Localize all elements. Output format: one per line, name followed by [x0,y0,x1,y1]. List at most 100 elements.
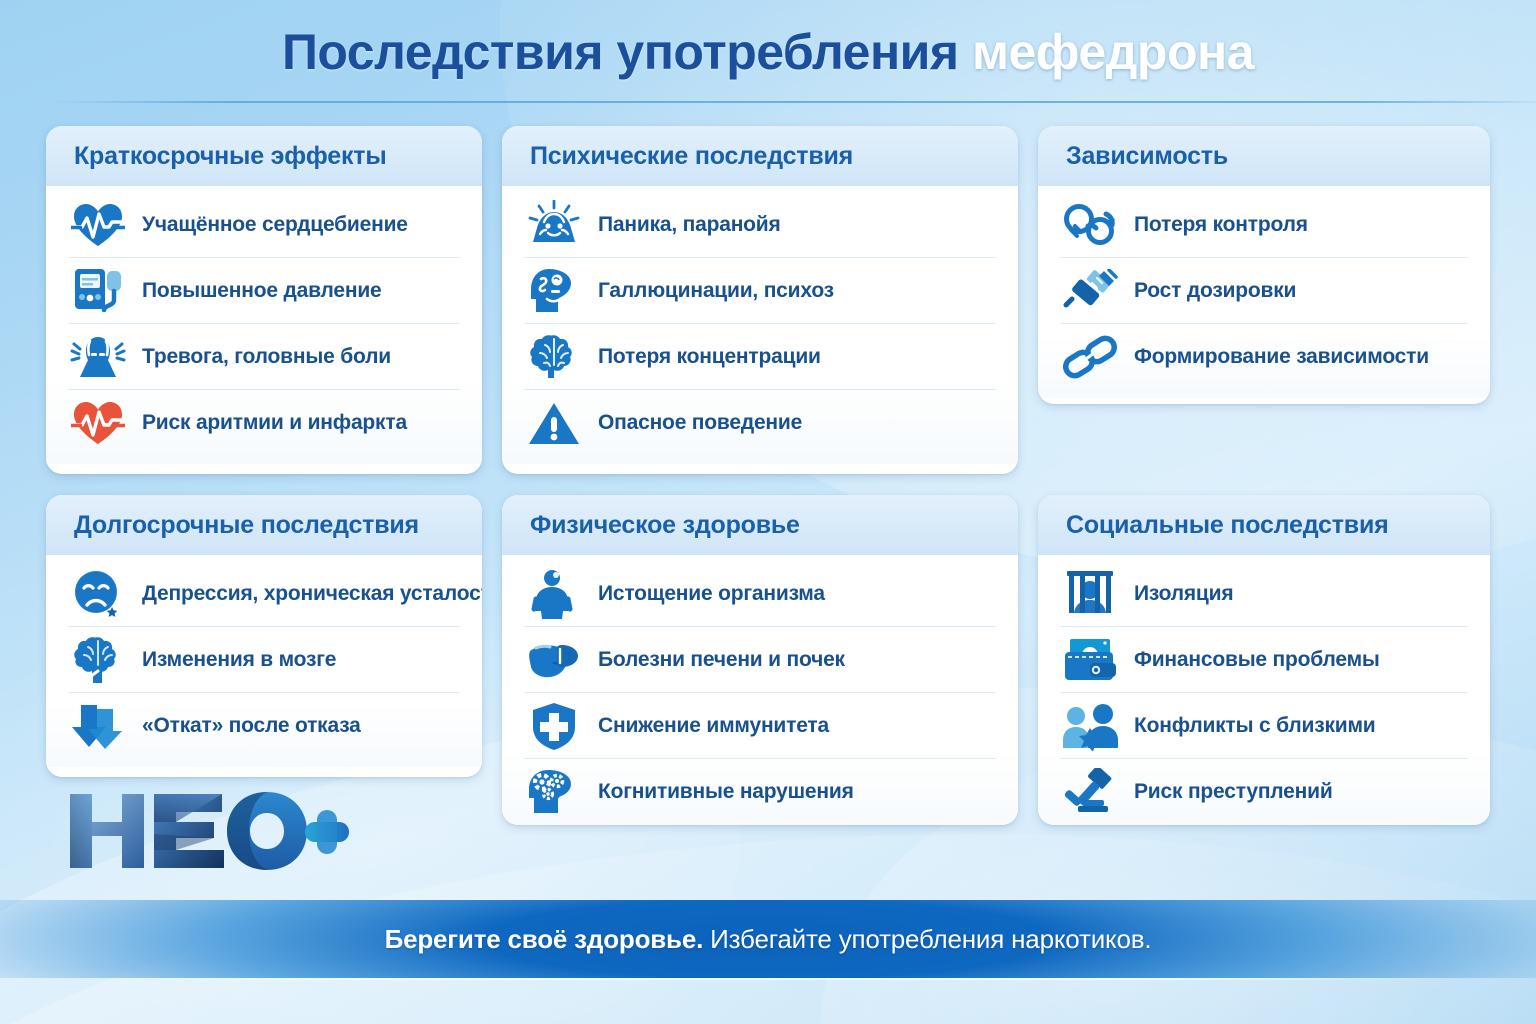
thin-person-icon [524,566,584,622]
list-item-label: Учащённое сердцебиение [142,212,408,236]
chain-link-icon [1060,329,1120,385]
card-title: Долгосрочные последствия [74,510,419,539]
card-header: Физическое здоровье [502,495,1018,555]
list-item: Изоляция [1060,561,1468,627]
footer-message: Берегите своё здоровье. Избегайте употре… [385,924,1152,955]
footer-banner: Берегите своё здоровье. Избегайте употре… [0,900,1536,978]
headache-person-icon [68,329,128,385]
card-dependence: Зависимость Потеря контроля Рост дозиров… [1038,126,1490,404]
card-body: Учащённое сердцебиение Повышенное давлен… [46,186,482,464]
red-heart-pulse-icon [68,395,128,451]
gavel-icon [1060,764,1120,820]
list-item: Потеря концентрации [524,324,996,390]
list-item: Снижение иммунитета [524,693,996,759]
title-divider [52,101,1536,103]
list-item-label: Конфликты с близкими [1134,713,1376,737]
list-item: «Откат» после отказа [68,693,460,759]
card-physical-health: Физическое здоровье Истощение организма … [502,495,1018,825]
list-item-label: Болезни печени и почек [598,647,845,671]
card-social-consequences: Социальные последствия Изоляция Финансов… [1038,495,1490,825]
list-item: Галлюцинации, психоз [524,258,996,324]
footer-message-normal: Избегайте употребления наркотиков. [703,923,1152,954]
card-body: Паника, паранойя Галлюцинации, психоз По… [502,186,1018,464]
conflict-people-icon [1060,698,1120,754]
liver-kidney-icon [524,632,584,688]
handcuffs-icon [1060,197,1120,253]
list-item: Изменения в мозге [68,627,460,693]
card-header: Долгосрочные последствия [46,495,482,555]
card-body: Потеря контроля Рост дозировки Формирова… [1038,186,1490,398]
brain-change-icon [68,632,128,688]
list-item-label: Изоляция [1134,581,1234,605]
shield-cross-icon [524,698,584,754]
list-item: Тревога, головные боли [68,324,460,390]
list-item-label: Риск преступлений [1134,780,1333,803]
heart-pulse-icon [68,197,128,253]
wallet-icon [1060,632,1120,688]
list-item: Болезни печени и почек [524,627,996,693]
list-item: Риск преступлений [1060,759,1468,825]
list-item-label: Потеря концентрации [598,344,821,368]
list-item: Опасное поведение [524,390,996,456]
syringe-icon [1060,263,1120,319]
card-short-term-effects: Краткосрочные эффекты Учащённое сердцеби… [46,126,482,474]
list-item-label: Формирование зависимости [1134,345,1429,368]
list-item-label: Изменения в мозге [142,647,337,671]
footer-divider [100,978,1436,980]
warning-triangle-icon [524,395,584,451]
list-item: Риск аритмии и инфаркта [68,390,460,456]
list-item-label: Опасное поведение [598,411,803,434]
list-item: Паника, паранойя [524,192,996,258]
list-item-label: Тревога, головные боли [142,344,391,368]
list-item: Формирование зависимости [1060,324,1468,390]
page-title-highlight: мефедрона [971,24,1255,80]
down-arrows-icon [68,698,128,754]
card-header: Краткосрочные эффекты [46,126,482,186]
list-item-label: Повышенное давление [142,278,382,302]
list-item: Потеря контроля [1060,192,1468,258]
card-title: Психические последствия [530,141,854,170]
hallucination-head-icon [524,263,584,319]
prison-bars-person-icon [1060,566,1120,622]
card-mental-consequences: Психические последствия Паника, паранойя… [502,126,1018,474]
panic-ghost-icon [524,197,584,253]
card-title: Краткосрочные эффекты [74,141,387,170]
card-long-term-consequences: Долгосрочные последствия Депрессия, хрон… [46,495,482,777]
head-gears-icon [524,764,584,820]
list-item-label: «Откат» после отказа [142,714,361,737]
footer-message-bold: Берегите своё здоровье. [384,923,704,954]
card-body: Депрессия, хроническая усталость Изменен… [46,555,482,767]
list-item-label: Потеря контроля [1134,212,1308,236]
list-item: Истощение организма [524,561,996,627]
list-item: Учащённое сердцебиение [68,192,460,258]
card-body: Истощение организма Болезни печени и поч… [502,555,1018,825]
list-item: Депрессия, хроническая усталость [68,561,482,627]
blood-pressure-monitor-icon [68,263,128,319]
list-item-label: Депрессия, хроническая усталость [142,581,482,605]
list-item: Рост дозировки [1060,258,1468,324]
list-item-label: Когнитивные нарушения [598,780,854,803]
sad-face-icon [68,566,128,622]
brand-logo: НЕО+ [62,788,352,874]
card-header: Социальные последствия [1038,495,1490,555]
card-title: Социальные последствия [1066,510,1389,539]
list-item-label: Галлюцинации, психоз [598,278,834,302]
card-header: Зависимость [1038,126,1490,186]
list-item-label: Снижение иммунитета [598,713,829,737]
card-title: Физическое здоровье [530,510,800,539]
list-item-label: Рост дозировки [1134,278,1297,302]
card-body: Изоляция Финансовые проблемы Конфликты с… [1038,555,1490,825]
list-item: Конфликты с близкими [1060,693,1468,759]
list-item: Когнитивные нарушения [524,759,996,825]
list-item-label: Паника, паранойя [598,212,781,236]
card-header: Психические последствия [502,126,1018,186]
page-title-primary: Последствия употребления [281,24,959,80]
page-header: Последствия употребления мефедрона [0,0,1536,104]
list-item: Повышенное давление [68,258,460,324]
list-item-label: Финансовые проблемы [1134,647,1380,671]
list-item-label: Истощение организма [598,581,825,605]
list-item-label: Риск аритмии и инфаркта [142,411,407,434]
page-title: Последствия употребления мефедрона [281,23,1255,81]
brain-icon [524,329,584,385]
card-title: Зависимость [1066,141,1228,170]
